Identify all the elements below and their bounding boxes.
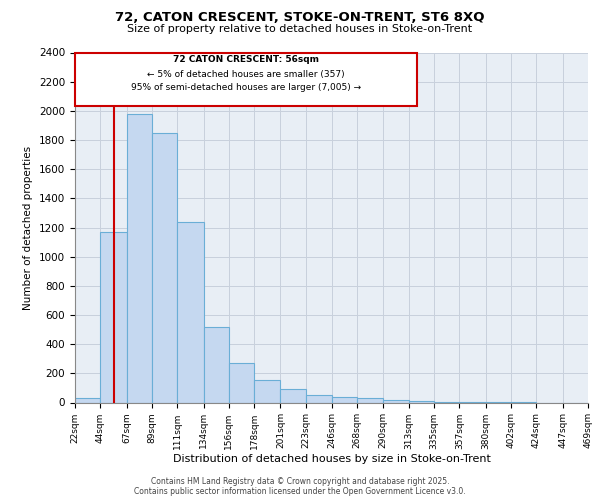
- X-axis label: Distribution of detached houses by size in Stoke-on-Trent: Distribution of detached houses by size …: [173, 454, 490, 464]
- Text: Contains HM Land Registry data © Crown copyright and database right 2025.
Contai: Contains HM Land Registry data © Crown c…: [134, 476, 466, 496]
- Bar: [383, 400, 409, 402]
- Bar: [100, 232, 127, 402]
- Bar: [152, 132, 177, 402]
- Bar: [332, 396, 358, 402]
- Y-axis label: Number of detached properties: Number of detached properties: [23, 146, 34, 310]
- Text: 95% of semi-detached houses are larger (7,005) →: 95% of semi-detached houses are larger (…: [131, 83, 361, 92]
- Bar: [229, 363, 254, 403]
- Text: 72 CATON CRESCENT: 56sqm: 72 CATON CRESCENT: 56sqm: [173, 54, 319, 64]
- Bar: [127, 114, 152, 403]
- Bar: [203, 326, 229, 402]
- Bar: [305, 395, 332, 402]
- Bar: [177, 222, 203, 402]
- Text: Size of property relative to detached houses in Stoke-on-Trent: Size of property relative to detached ho…: [127, 24, 473, 34]
- Bar: [254, 380, 280, 402]
- Bar: [358, 398, 383, 402]
- Bar: [280, 390, 305, 402]
- Bar: [75, 398, 100, 402]
- Bar: [409, 401, 434, 402]
- Text: ← 5% of detached houses are smaller (357): ← 5% of detached houses are smaller (357…: [147, 70, 345, 78]
- FancyBboxPatch shape: [75, 52, 417, 106]
- Text: 72, CATON CRESCENT, STOKE-ON-TRENT, ST6 8XQ: 72, CATON CRESCENT, STOKE-ON-TRENT, ST6 …: [115, 11, 485, 24]
